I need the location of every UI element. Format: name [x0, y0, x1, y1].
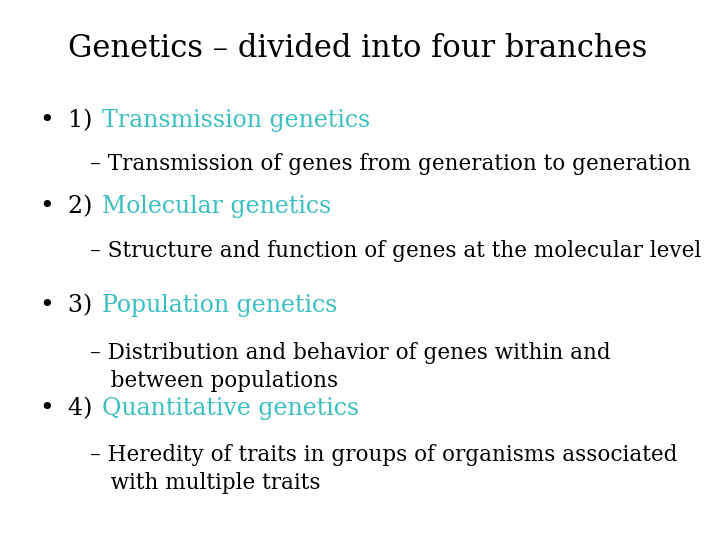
Text: Molecular genetics: Molecular genetics: [102, 195, 331, 219]
Text: with multiple traits: with multiple traits: [90, 472, 320, 495]
Text: – Heredity of traits in groups of organisms associated: – Heredity of traits in groups of organi…: [90, 444, 678, 467]
Text: between populations: between populations: [90, 370, 338, 392]
Text: •: •: [40, 195, 54, 219]
Text: 4): 4): [68, 397, 100, 420]
Text: •: •: [40, 294, 54, 318]
Text: Genetics – divided into four branches: Genetics – divided into four branches: [68, 33, 648, 64]
Text: 3): 3): [68, 294, 100, 318]
Text: – Transmission of genes from generation to generation: – Transmission of genes from generation …: [90, 153, 691, 176]
Text: •: •: [40, 397, 54, 420]
Text: Quantitative genetics: Quantitative genetics: [102, 397, 359, 420]
Text: Transmission genetics: Transmission genetics: [102, 109, 371, 132]
Text: – Structure and function of genes at the molecular level: – Structure and function of genes at the…: [90, 240, 701, 262]
Text: 1): 1): [68, 109, 100, 132]
Text: •: •: [40, 109, 54, 132]
Text: Population genetics: Population genetics: [102, 294, 338, 318]
Text: – Distribution and behavior of genes within and: – Distribution and behavior of genes wit…: [90, 342, 611, 364]
Text: 2): 2): [68, 195, 100, 219]
